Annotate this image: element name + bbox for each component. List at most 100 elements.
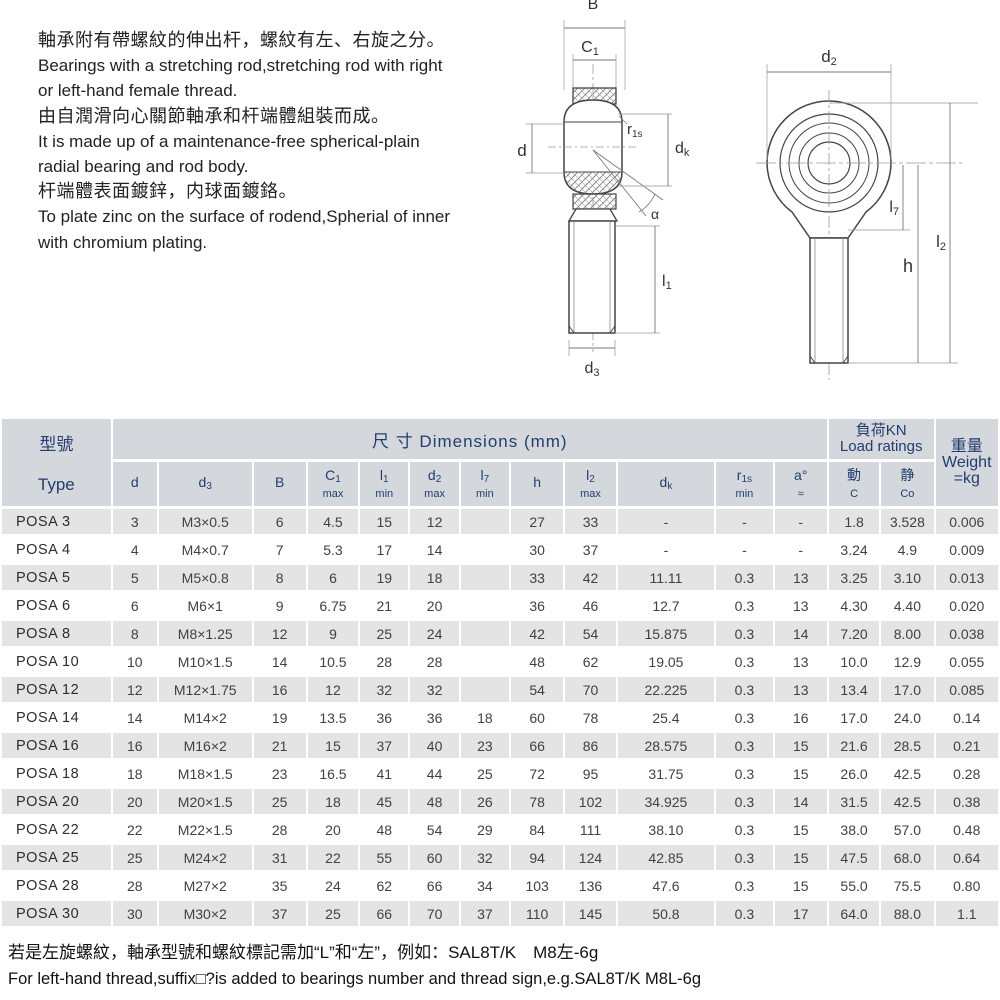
col-header-a: a° ≈: [774, 462, 827, 506]
col-header-l7: l7 min: [460, 462, 510, 506]
value-cell: 14: [410, 537, 459, 562]
value-cell: 15: [774, 761, 827, 786]
value-cell: 15: [774, 817, 827, 842]
value-cell: 31.75: [617, 761, 715, 786]
value-cell: 0.3: [716, 565, 773, 590]
intro-line: Bearings with a stretching rod,stretchin…: [38, 56, 443, 76]
value-cell: 1.1: [935, 901, 998, 926]
value-cell: 25: [460, 761, 510, 786]
value-cell: 110: [511, 901, 564, 926]
value-cell: 111: [565, 817, 616, 842]
col-header-d: d: [112, 462, 157, 506]
value-cell: -: [774, 509, 827, 534]
value-cell: 42.5: [881, 789, 934, 814]
value-cell: 41: [360, 761, 409, 786]
value-cell: 0.3: [716, 705, 773, 730]
value-cell: 0.3: [716, 677, 773, 702]
table-row: POSA 14 14 M14×2 19 13.5 36 36 18 60 78 25.4 0.3 16 1…: [2, 705, 998, 730]
value-cell: 18: [410, 565, 459, 590]
value-cell: 14: [253, 649, 306, 674]
table-row: POSA 6 6 M6×1 9 6.75 21 20 36 46 12.7 0.3 13 4.30 4.4…: [2, 593, 998, 618]
value-cell: 47.6: [617, 873, 715, 898]
value-cell: 12: [410, 509, 459, 534]
rod-flange: [567, 208, 619, 222]
value-cell: M10×1.5: [158, 649, 252, 674]
value-cell: M12×1.75: [158, 677, 252, 702]
type-header: 型號 Type: [2, 419, 111, 506]
value-cell: 35: [253, 873, 306, 898]
value-cell: 3.25: [828, 565, 880, 590]
value-cell: 45: [360, 789, 409, 814]
col-header-d2: d2 max: [410, 462, 459, 506]
value-cell: 12.9: [881, 649, 934, 674]
value-cell: 102: [565, 789, 616, 814]
value-cell: 22.225: [617, 677, 715, 702]
value-cell: 84: [511, 817, 564, 842]
value-cell: 136: [565, 873, 616, 898]
value-cell: 6: [307, 565, 359, 590]
value-cell: 32: [460, 845, 510, 870]
value-cell: 66: [511, 733, 564, 758]
value-cell: 21: [253, 733, 306, 758]
value-cell: 3.24: [828, 537, 880, 562]
value-cell: 37: [460, 901, 510, 926]
value-cell: 0.3: [716, 593, 773, 618]
value-cell: 16: [774, 705, 827, 730]
value-cell: 1.8: [828, 509, 880, 534]
value-cell: 34.925: [617, 789, 715, 814]
col-header-dk: dk: [617, 462, 715, 506]
intro-line: or left-hand female thread.: [38, 81, 238, 101]
value-cell: [460, 509, 510, 534]
front-view-drawing: d2 l7 h l2: [756, 47, 978, 380]
value-cell: [460, 621, 510, 646]
footnotes: 若是左旋螺紋，軸承型號和螺紋標記需加“L”和“左”，例如：SAL8T/K M8左…: [8, 939, 1000, 993]
value-cell: 0.3: [716, 845, 773, 870]
dim-label-h: h: [903, 256, 913, 276]
value-cell: 20: [410, 593, 459, 618]
value-cell: M3×0.5: [158, 509, 252, 534]
value-cell: 0.006: [935, 509, 998, 534]
value-cell: 42.85: [617, 845, 715, 870]
value-cell: 6: [112, 593, 157, 618]
value-cell: 30: [511, 537, 564, 562]
value-cell: 0.3: [716, 649, 773, 674]
value-cell: 5.3: [307, 537, 359, 562]
value-cell: 94: [511, 845, 564, 870]
value-cell: 0.038: [935, 621, 998, 646]
col-header-r1s: r1s min: [716, 462, 773, 506]
value-cell: 86: [565, 733, 616, 758]
value-cell: 8.00: [881, 621, 934, 646]
value-cell: 18: [460, 705, 510, 730]
value-cell: 42.5: [881, 761, 934, 786]
side-view-drawing: B C1 α d r1s: [517, 0, 690, 379]
value-cell: 62: [565, 649, 616, 674]
bearing-bottom-cap: [572, 193, 617, 210]
value-cell: [460, 593, 510, 618]
value-cell: 29: [460, 817, 510, 842]
value-cell: 0.3: [716, 817, 773, 842]
dim-label-l2: l2: [936, 232, 946, 253]
value-cell: -: [617, 537, 715, 562]
value-cell: 4.30: [828, 593, 880, 618]
value-cell: 16: [253, 677, 306, 702]
dim-label-d: d: [517, 141, 526, 160]
type-cell: POSA 10: [2, 649, 111, 674]
col-header-l1: l1 min: [360, 462, 409, 506]
value-cell: 145: [565, 901, 616, 926]
type-cell: POSA 20: [2, 789, 111, 814]
load-header-zh: 負荷KN: [855, 422, 907, 439]
value-cell: M5×0.8: [158, 565, 252, 590]
intro-line: 軸承附有帶螺紋的伸出杆，螺紋有左、右旋之分。: [38, 30, 445, 50]
value-cell: 48: [511, 649, 564, 674]
value-cell: 20: [307, 817, 359, 842]
table-row: POSA 28 28 M27×2 35 24 62 66 34 103 136 47.6 0.3 15 5…: [2, 873, 998, 898]
value-cell: 19.05: [617, 649, 715, 674]
value-cell: 28: [410, 649, 459, 674]
value-cell: 75.5: [881, 873, 934, 898]
table-row: POSA 8 8 M8×1.25 12 9 25 24 42 54 15.875 0.3 14 7.20…: [2, 621, 998, 646]
value-cell: 17: [774, 901, 827, 926]
value-cell: 0.3: [716, 873, 773, 898]
value-cell: 10: [112, 649, 157, 674]
value-cell: 4.40: [881, 593, 934, 618]
